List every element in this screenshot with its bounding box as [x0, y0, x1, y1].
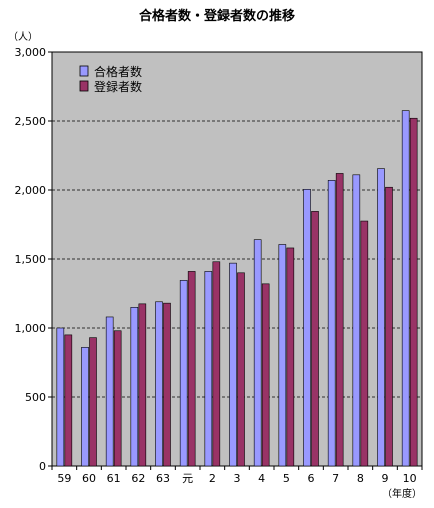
y-axis: 0 500 1,000 1,500 2,000 2,500 3,000: [15, 46, 52, 473]
bar: [130, 306, 139, 467]
bar: [303, 189, 311, 467]
bar: [163, 302, 171, 467]
x-tick-label: 5: [283, 472, 290, 485]
bar: [278, 244, 287, 467]
grid-lines: [52, 120, 422, 398]
y-tick-label: 0: [39, 460, 46, 473]
y-axis-unit-label: （人）: [8, 31, 38, 43]
legend-swatch-gokaku: [79, 65, 89, 77]
bar: [187, 271, 196, 467]
x-tick-label: 4: [258, 472, 265, 485]
bar: [327, 180, 336, 467]
x-tick-label: 7: [332, 472, 339, 485]
y-tick-label: 3,000: [15, 46, 47, 59]
bar: [377, 168, 385, 467]
bar: [261, 283, 270, 467]
x-tick-label: 60: [82, 472, 96, 485]
bar: [401, 110, 410, 467]
y-tick-label: 2,000: [15, 184, 47, 197]
x-axis: 59 60 61 62 63 元 2 3 4 5 6 7 8 9 10: [51, 466, 423, 485]
bar: [89, 337, 97, 467]
bar: [360, 220, 369, 467]
legend: 合格者数 登録者数: [79, 64, 142, 94]
y-tick-label: 2,500: [15, 115, 47, 128]
x-tick-label: 10: [403, 472, 417, 485]
legend-swatch-toroku: [79, 80, 89, 92]
bar: [105, 316, 114, 467]
bar: [64, 334, 73, 467]
bar: [253, 239, 262, 467]
bar: [335, 173, 344, 467]
bar: [237, 272, 245, 467]
x-tick-label: 61: [107, 472, 121, 485]
x-tick-label: 63: [156, 472, 170, 485]
x-tick-label: 9: [382, 472, 389, 485]
x-tick-label: 6: [308, 472, 315, 485]
legend-label-gokaku: 合格者数: [94, 64, 142, 79]
bar: [385, 186, 393, 467]
bar: [212, 261, 221, 467]
y-tick-label: 500: [25, 391, 46, 404]
x-axis-unit-label: （年度）: [382, 487, 422, 500]
bar: [56, 327, 65, 467]
bar: [229, 262, 237, 467]
bar: [409, 117, 418, 467]
bar: [204, 271, 213, 467]
bar: [311, 211, 319, 467]
bar: [81, 347, 89, 467]
bar: [286, 247, 295, 467]
chart-title: 合格者数・登録者数の推移: [139, 8, 295, 24]
bar: [155, 301, 163, 467]
y-tick-label: 1,500: [15, 253, 47, 266]
y-tick-label: 1,000: [15, 322, 47, 335]
bar: [113, 330, 122, 467]
x-tick-label: 59: [57, 472, 71, 485]
legend-label-toroku: 登録者数: [94, 79, 142, 94]
x-tick-label: 2: [209, 472, 216, 485]
bar: [179, 280, 188, 467]
x-tick-label: 3: [234, 472, 241, 485]
x-tick-label: 62: [131, 472, 145, 485]
bars: [56, 110, 418, 467]
x-tick-label: 元: [182, 472, 193, 485]
x-tick-label: 8: [357, 472, 364, 485]
bar: [352, 174, 361, 467]
bar: [138, 303, 147, 467]
